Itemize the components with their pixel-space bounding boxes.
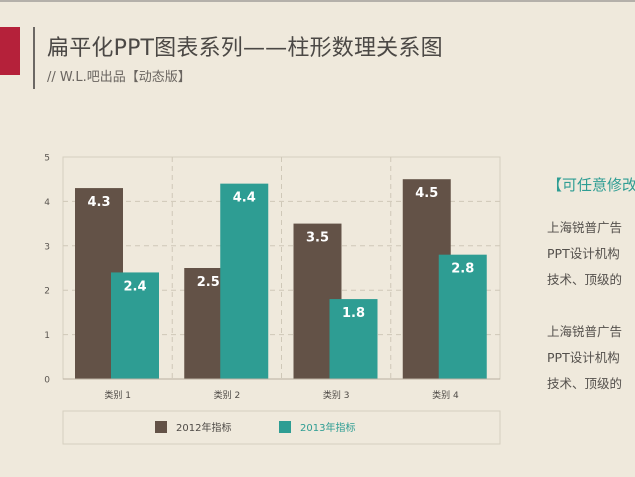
y-tick-label: 2: [44, 287, 50, 297]
page-subtitle: // W.L.吧出品【动态版】: [47, 70, 191, 85]
side-line: 技术、顶级的: [547, 272, 623, 287]
legend-swatch: [279, 421, 291, 433]
data-label: 2.4: [123, 279, 146, 294]
bar: [329, 299, 378, 379]
side-paragraph-2: 上海锐普广告 PPT设计机构 技术、顶级的: [547, 319, 635, 397]
bar: [111, 272, 159, 379]
y-tick-label: 5: [44, 154, 50, 164]
y-tick-label: 1: [44, 331, 50, 341]
data-label: 1.8: [342, 306, 365, 321]
data-label: 4.3: [87, 195, 110, 210]
y-tick-label: 0: [44, 376, 50, 386]
x-tick-label: 类别 2: [214, 389, 241, 401]
legend-label: 2013年指标: [300, 421, 355, 434]
page-title: 扁平化PPT图表系列——柱形数理关系图: [47, 36, 443, 61]
y-tick-label: 3: [44, 242, 50, 252]
legend-swatch: [155, 421, 167, 433]
data-label: 4.5: [415, 186, 438, 201]
legend-label: 2012年指标: [176, 421, 231, 434]
data-label: 2.8: [451, 262, 474, 277]
side-heading: 【可任意修改: [547, 176, 635, 194]
x-tick-label: 类别 1: [104, 389, 131, 401]
x-tick-label: 类别 3: [323, 389, 350, 401]
data-label: 4.4: [233, 191, 256, 206]
side-line: PPT设计机构: [547, 246, 620, 261]
title-divider: [33, 27, 35, 89]
y-tick-label: 4: [44, 198, 50, 208]
x-tick-label: 类别 4: [432, 389, 459, 401]
accent-bar: [0, 27, 20, 75]
data-label: 3.5: [306, 231, 329, 246]
side-line: 上海锐普广告: [547, 324, 623, 339]
bar: [438, 254, 487, 379]
side-line: PPT设计机构: [547, 350, 620, 365]
side-line: 上海锐普广告: [547, 220, 623, 235]
bar: [220, 183, 269, 379]
side-paragraph-1: 上海锐普广告 PPT设计机构 技术、顶级的: [547, 215, 635, 293]
top-rule: [0, 0, 635, 2]
legend-box: [62, 410, 501, 445]
data-label: 2.5: [197, 275, 220, 290]
side-line: 技术、顶级的: [547, 376, 623, 391]
